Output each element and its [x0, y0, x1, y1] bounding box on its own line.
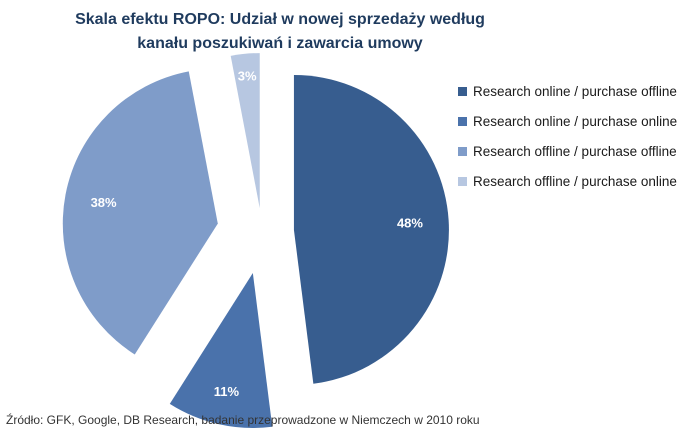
legend-item-2: Research offline / purchase offline — [458, 136, 677, 166]
legend-swatch-3 — [458, 176, 467, 186]
slice-label-1: 11% — [214, 384, 240, 399]
slice-label-2: 38% — [91, 195, 117, 210]
slice-label-3: 3% — [238, 68, 257, 83]
pie-slice-1 — [169, 272, 273, 428]
chart-title: Skala efektu ROPO: Udział w nowej sprzed… — [75, 11, 485, 52]
legend-label-1: Research online / purchase online — [473, 113, 678, 129]
pie-slice-0 — [293, 74, 449, 384]
legend-swatch-0 — [458, 86, 467, 96]
legend-item-1: Research online / purchase online — [458, 106, 677, 136]
legend-swatch-1 — [458, 116, 467, 126]
legend-label-0: Research online / purchase offline — [473, 83, 677, 99]
pie-slice-2 — [62, 71, 218, 355]
pie-slice-3 — [230, 53, 260, 209]
legend: Research online / purchase offline Resea… — [458, 76, 677, 196]
slice-label-0: 48% — [397, 216, 423, 231]
legend-label-2: Research offline / purchase offline — [473, 143, 677, 159]
legend-swatch-2 — [458, 146, 467, 156]
legend-item-0: Research online / purchase offline — [458, 76, 677, 106]
legend-item-3: Research offline / purchase online — [458, 166, 677, 196]
source-note: Źródło: GFK, Google, DB Research, badani… — [6, 413, 480, 427]
legend-label-3: Research offline / purchase online — [473, 173, 677, 189]
